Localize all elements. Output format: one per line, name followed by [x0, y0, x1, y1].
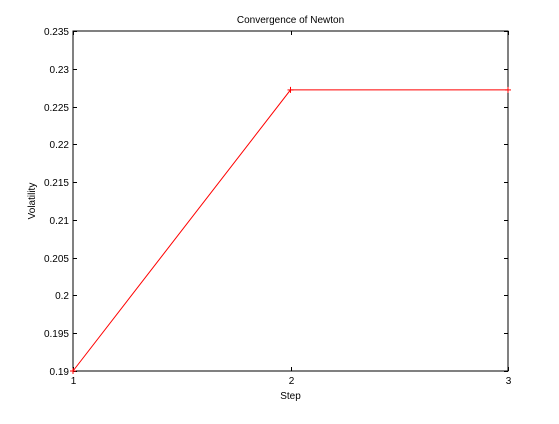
- y-tick-label: 0.23: [50, 65, 70, 76]
- x-tick-label: 1: [71, 376, 77, 387]
- data-point-marker: [505, 86, 511, 93]
- axis-ticks: 0.19 0.195 0.2 0.205 0.21 0.215 0.22 0.225 0.23 0…: [44, 27, 512, 387]
- x-axis-label: Step: [280, 391, 301, 402]
- y-tick-label: 0.235: [44, 27, 69, 38]
- y-tick-label: 0.205: [44, 254, 69, 265]
- y-tick-label: 0.2: [55, 291, 69, 302]
- x-tick-label: 2: [289, 376, 295, 387]
- y-tick-label: 0.225: [44, 103, 69, 114]
- y-tick-label: 0.215: [44, 178, 69, 189]
- y-tick-label: 0.22: [50, 140, 70, 151]
- plot-area: [72, 30, 509, 372]
- y-tick-label: 0.195: [44, 329, 69, 340]
- data-point-marker: [287, 86, 294, 93]
- series-layer: [70, 86, 511, 374]
- x-tick-label: 3: [506, 376, 512, 387]
- y-tick-label: 0.19: [50, 367, 70, 378]
- y-tick-label: 0.21: [50, 216, 70, 227]
- data-point-marker: [70, 368, 76, 374]
- chart-title: Convergence of Newton: [237, 15, 344, 26]
- y-axis-label: Volatility: [27, 183, 38, 220]
- plot-frame: [72, 30, 509, 372]
